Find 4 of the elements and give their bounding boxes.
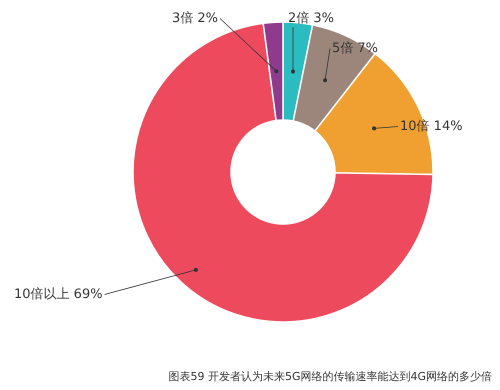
slice-label: 2倍 3% xyxy=(288,11,334,26)
slice-label: 10倍以上 69% xyxy=(14,287,103,302)
text: 图表59 开发者认为未来5G网络的传输速率能达到4G网络的多少倍 xyxy=(168,370,492,383)
slice-label: 3倍 2% xyxy=(172,11,218,26)
